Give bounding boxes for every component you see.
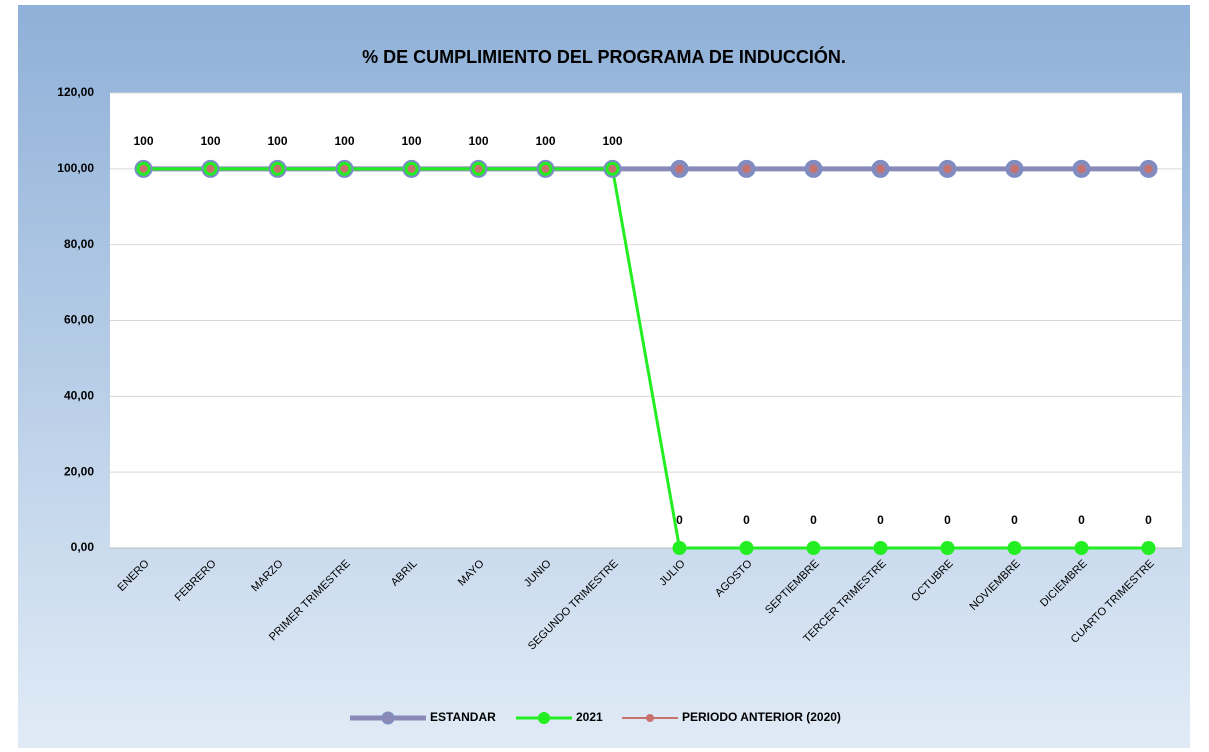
data-label: 100 bbox=[200, 134, 220, 148]
data-point bbox=[1144, 164, 1153, 173]
data-label: 0 bbox=[944, 513, 951, 527]
data-label: 100 bbox=[267, 134, 287, 148]
data-point bbox=[1007, 541, 1022, 555]
y-tick-label: 80,00 bbox=[64, 237, 94, 251]
data-point bbox=[742, 164, 751, 173]
chart-title: % DE CUMPLIMIENTO DEL PROGRAMA DE INDUCC… bbox=[362, 46, 846, 67]
data-label: 100 bbox=[334, 134, 354, 148]
y-tick-label: 20,00 bbox=[64, 464, 94, 478]
data-label: 0 bbox=[1145, 513, 1152, 527]
legend-marker bbox=[646, 714, 654, 722]
series-line bbox=[143, 167, 1149, 550]
data-point bbox=[474, 164, 483, 173]
data-point bbox=[943, 164, 952, 173]
data-label: 100 bbox=[468, 134, 488, 148]
y-tick-label: 60,00 bbox=[64, 313, 94, 327]
data-point bbox=[672, 541, 687, 555]
data-point bbox=[1077, 164, 1086, 173]
data-point bbox=[273, 164, 282, 173]
data-point bbox=[1010, 164, 1019, 173]
data-label: 0 bbox=[1011, 513, 1018, 527]
legend-marker bbox=[381, 711, 395, 725]
legend-label: 2021 bbox=[576, 710, 603, 724]
data-point bbox=[809, 164, 818, 173]
data-point bbox=[675, 164, 684, 173]
data-point bbox=[876, 164, 885, 173]
data-label: 100 bbox=[401, 134, 421, 148]
data-label: 100 bbox=[133, 134, 153, 148]
data-label: 0 bbox=[877, 513, 884, 527]
data-label: 0 bbox=[1078, 513, 1085, 527]
data-point bbox=[139, 164, 148, 173]
legend-marker bbox=[538, 712, 550, 724]
y-tick-label: 40,00 bbox=[64, 389, 94, 403]
y-tick-label: 100,00 bbox=[57, 161, 94, 175]
data-point bbox=[608, 164, 617, 173]
data-label: 0 bbox=[743, 513, 750, 527]
y-tick-label: 0,00 bbox=[71, 540, 95, 554]
data-point bbox=[873, 541, 888, 555]
data-point bbox=[206, 164, 215, 173]
data-point bbox=[407, 164, 416, 173]
data-label: 0 bbox=[810, 513, 817, 527]
legend-label: PERIODO ANTERIOR (2020) bbox=[682, 710, 841, 724]
data-point bbox=[340, 164, 349, 173]
data-point bbox=[1074, 541, 1089, 555]
data-point bbox=[1141, 541, 1156, 555]
data-label: 100 bbox=[535, 134, 555, 148]
data-label: 100 bbox=[602, 134, 622, 148]
legend-label: ESTANDAR bbox=[430, 710, 496, 724]
y-tick-label: 120,00 bbox=[57, 85, 94, 99]
data-label: 0 bbox=[676, 513, 683, 527]
data-point bbox=[739, 541, 754, 555]
data-point bbox=[806, 541, 821, 555]
data-point bbox=[541, 164, 550, 173]
data-point bbox=[940, 541, 955, 555]
